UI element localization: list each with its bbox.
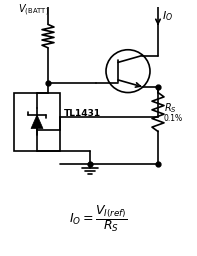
Text: 0.1%: 0.1% xyxy=(164,114,183,123)
Text: $I_O$: $I_O$ xyxy=(163,9,174,23)
Text: TL1431: TL1431 xyxy=(64,110,101,119)
Bar xyxy=(14,93,60,151)
Text: $I_O = \dfrac{V_{I(ref)}}{R_S}$: $I_O = \dfrac{V_{I(ref)}}{R_S}$ xyxy=(69,204,127,234)
Text: $R_S$: $R_S$ xyxy=(164,101,177,115)
Text: $V_{\rm (BATT)}$: $V_{\rm (BATT)}$ xyxy=(18,2,49,18)
Polygon shape xyxy=(31,115,43,129)
